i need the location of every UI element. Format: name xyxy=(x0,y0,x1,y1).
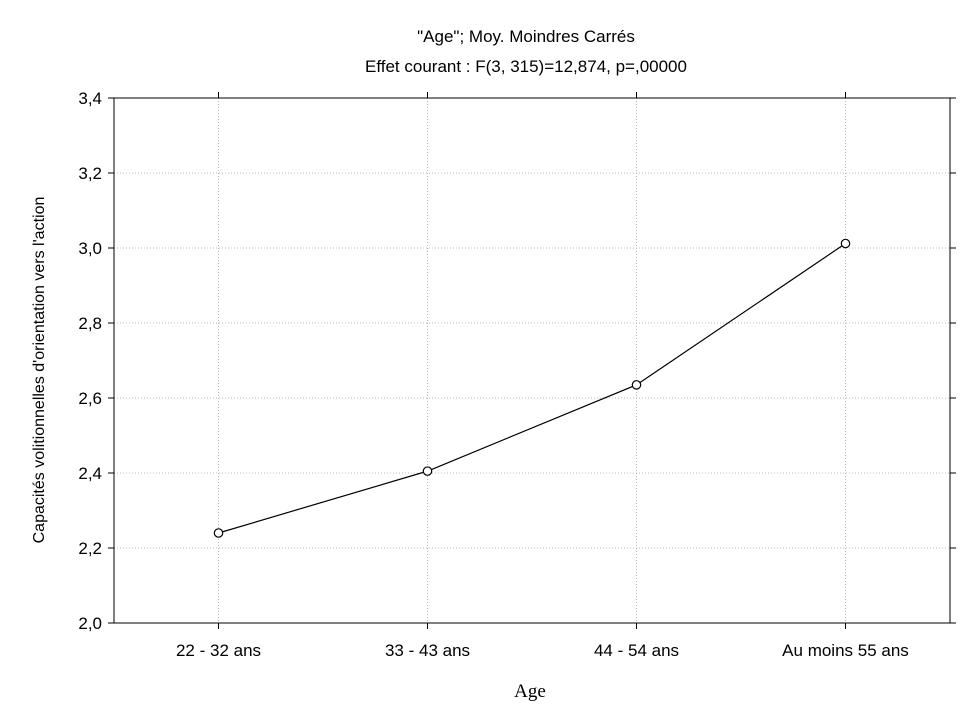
y-tick-label: 2,2 xyxy=(78,539,102,558)
y-tick-label: 3,4 xyxy=(78,89,102,108)
x-tick-label: 33 - 43 ans xyxy=(385,641,470,660)
y-tick-label: 2,6 xyxy=(78,389,102,408)
y-tick-label: 2,4 xyxy=(78,464,102,483)
y-tick-label: 2,8 xyxy=(78,314,102,333)
data-point xyxy=(213,528,224,538)
data-point xyxy=(840,238,851,249)
y-axis-label: Capacités volitionnelles d'orientation v… xyxy=(31,197,48,544)
x-tick-label: 44 - 54 ans xyxy=(594,641,679,660)
plot-area-frame xyxy=(113,97,951,624)
y-tick-label: 3,2 xyxy=(78,164,102,183)
data-series xyxy=(213,238,851,538)
data-point xyxy=(631,380,642,390)
chart-title: "Age"; Moy. Moindres Carrés xyxy=(417,27,635,46)
data-point xyxy=(422,466,433,476)
x-axis-label: Age xyxy=(514,681,546,702)
x-axis-ticks: 22 - 32 ans 33 - 43 ans 44 - 54 ans Au moin… xyxy=(176,92,909,660)
y-axis-ticks: 2,0 2,2 2,4 2,6 2,8 3,0 3,2 3,4 xyxy=(78,89,956,633)
x-tick-label: Au moins 55 ans xyxy=(782,641,909,660)
x-tick-label: 22 - 32 ans xyxy=(176,641,261,660)
y-tick-label: 3,0 xyxy=(78,239,102,258)
grid-lines xyxy=(114,98,950,623)
y-tick-label: 2,0 xyxy=(78,614,102,633)
series-line xyxy=(218,243,846,534)
chart-subtitle: Effet courant : F(3, 315)=12,874, p=,000… xyxy=(365,57,687,76)
